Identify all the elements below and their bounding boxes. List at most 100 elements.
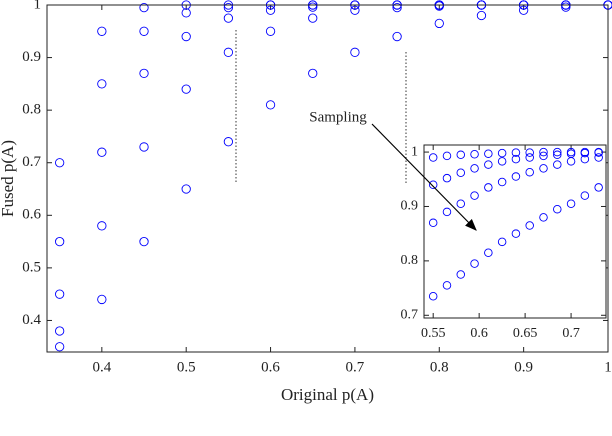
point — [539, 213, 548, 222]
y-tick-label: 1 — [34, 0, 42, 12]
y-tick-label: 0.8 — [22, 102, 41, 118]
point — [55, 158, 65, 168]
y-tick-label: 0.9 — [401, 199, 419, 214]
x-tick-label: 0.8 — [430, 359, 449, 375]
point — [308, 13, 318, 23]
y-tick-label: 0.7 — [22, 154, 41, 170]
point — [55, 236, 65, 247]
point — [594, 153, 603, 162]
point — [470, 259, 479, 268]
x-tick-label: 0.65 — [513, 326, 538, 341]
point — [497, 148, 507, 158]
x-tick-label: 0.9 — [514, 359, 533, 375]
y-tick-label: 0.6 — [22, 207, 41, 223]
point — [484, 183, 493, 192]
point — [511, 154, 521, 164]
point — [525, 153, 534, 162]
annotation-arrow — [371, 123, 477, 231]
point — [308, 2, 318, 12]
point — [181, 31, 191, 42]
y-tick-label: 0.5 — [22, 259, 41, 275]
point — [181, 184, 191, 194]
point — [428, 180, 438, 189]
point — [525, 221, 534, 230]
y-tick-label: 0.7 — [401, 307, 419, 322]
point — [55, 289, 65, 299]
point — [265, 100, 276, 110]
x-tick-label: 1 — [604, 359, 612, 375]
y-axis-label: Fused p(A) — [0, 140, 17, 217]
point — [265, 26, 276, 36]
point — [223, 137, 234, 147]
point — [580, 191, 590, 200]
point — [308, 68, 318, 78]
point — [392, 31, 402, 42]
point — [223, 2, 234, 13]
point — [553, 147, 562, 157]
point — [470, 191, 479, 200]
point — [511, 172, 521, 181]
point — [470, 149, 479, 159]
point — [525, 148, 534, 157]
point — [497, 237, 507, 247]
point — [511, 148, 521, 157]
point — [139, 236, 149, 247]
point — [484, 248, 493, 257]
point — [223, 47, 234, 57]
point — [139, 68, 149, 78]
point — [97, 294, 107, 305]
point — [456, 150, 466, 160]
point — [553, 150, 562, 160]
point — [456, 199, 466, 209]
x-tick-label: 0.7 — [562, 326, 580, 341]
point — [456, 270, 466, 279]
point — [484, 149, 493, 158]
point — [580, 147, 590, 157]
plot-area — [424, 145, 606, 318]
x-axis-label: Original p(A) — [281, 385, 374, 404]
x-tick-label: 0.7 — [346, 359, 365, 375]
point — [566, 147, 576, 157]
point — [525, 167, 534, 177]
point — [139, 142, 149, 152]
point — [497, 157, 507, 166]
axes-box — [46, 4, 609, 353]
point — [428, 218, 438, 228]
point — [350, 5, 360, 15]
point — [539, 151, 548, 161]
point — [566, 199, 576, 209]
x-tick-label: 0.55 — [421, 326, 446, 341]
point — [497, 177, 507, 187]
point — [442, 207, 452, 217]
point — [139, 2, 149, 13]
x-tick-label: 0.6 — [261, 359, 280, 375]
y-tick-label: 0.9 — [22, 49, 41, 65]
inset-plot: 0.55 0.6 0.65 0.7 0.7 0.8 0.9 1 — [401, 144, 607, 341]
point — [55, 326, 65, 336]
point — [553, 204, 562, 214]
y-tick-label: 0.8 — [401, 253, 419, 268]
axes-box — [423, 144, 607, 319]
point — [553, 160, 562, 169]
point — [97, 79, 107, 89]
point — [539, 164, 548, 173]
y-tick-label: 1 — [411, 144, 418, 159]
point — [428, 153, 438, 162]
point — [434, 18, 444, 29]
annotation: Sampling — [309, 109, 367, 125]
x-tick-label: 0.5 — [177, 359, 196, 375]
point — [442, 151, 452, 161]
point — [442, 281, 452, 290]
point — [484, 160, 493, 169]
point — [97, 221, 107, 231]
point — [265, 5, 276, 15]
point — [470, 164, 479, 173]
point — [181, 8, 191, 18]
point — [594, 183, 603, 192]
point — [428, 291, 438, 301]
point — [539, 147, 548, 157]
point — [55, 342, 65, 352]
y-tick-label: 0.4 — [22, 312, 41, 328]
